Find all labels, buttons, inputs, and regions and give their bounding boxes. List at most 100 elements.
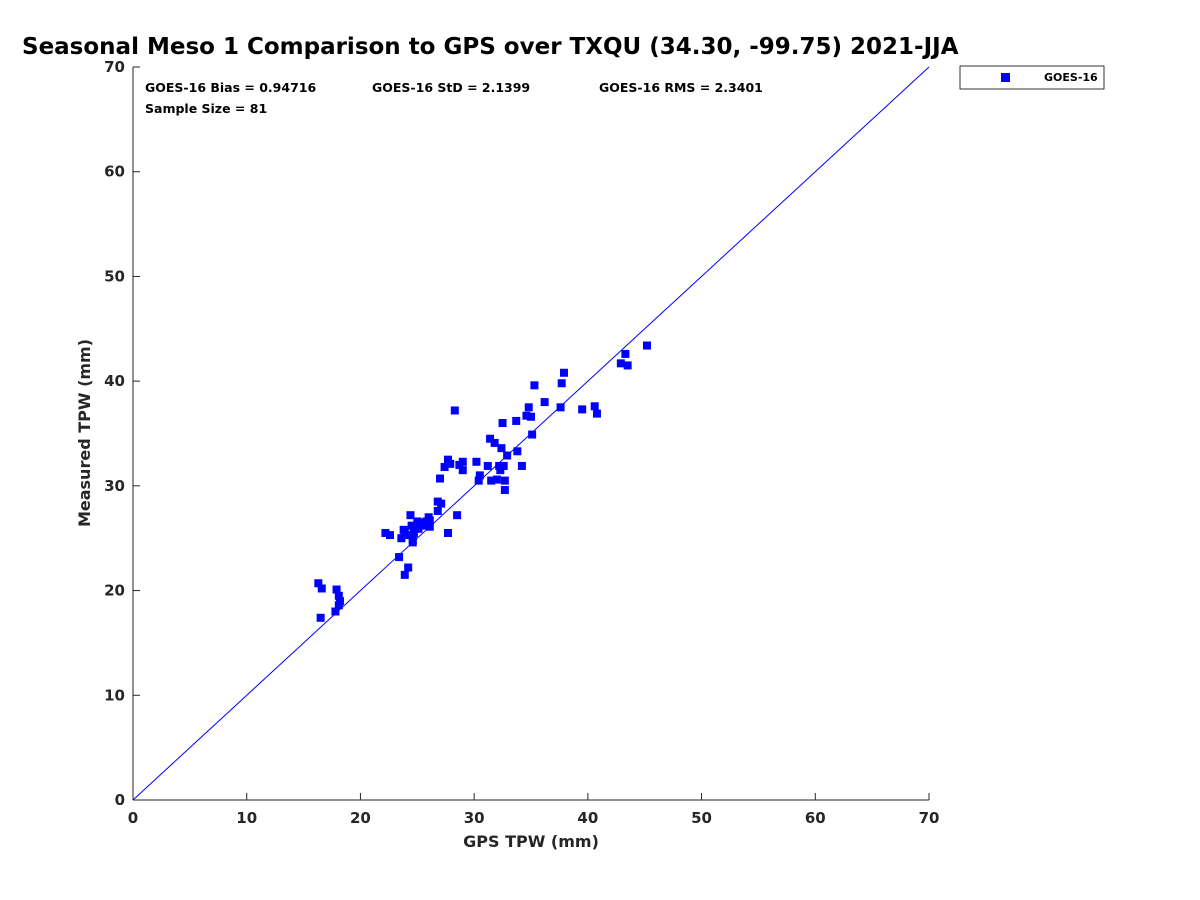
data-point <box>331 607 340 616</box>
data-point <box>425 516 434 525</box>
data-point <box>436 474 445 483</box>
data-point <box>540 398 549 407</box>
data-point <box>490 438 499 447</box>
data-point <box>616 359 625 368</box>
data-point <box>498 419 507 428</box>
data-point <box>437 499 446 508</box>
x-tick-label: 0 <box>128 809 138 827</box>
data-point <box>496 466 505 475</box>
data-point <box>590 402 599 411</box>
y-tick-label: 60 <box>104 163 125 181</box>
data-point <box>500 486 509 495</box>
data-point <box>332 585 341 594</box>
data-point <box>486 434 495 443</box>
data-point <box>334 601 343 610</box>
x-ticks: 0 10 20 30 40 50 60 70 <box>128 793 940 827</box>
data-point <box>316 613 325 622</box>
data-point <box>592 409 601 418</box>
data-point <box>522 411 531 420</box>
y-tick-label: 70 <box>104 58 125 76</box>
data-point <box>512 416 521 425</box>
data-point <box>495 461 504 470</box>
data-point <box>517 461 526 470</box>
data-point <box>414 524 423 533</box>
x-tick-label: 10 <box>236 809 257 827</box>
data-point <box>474 476 483 485</box>
data-point <box>487 476 496 485</box>
data-point <box>458 457 467 466</box>
data-point <box>400 527 409 536</box>
data-point <box>404 563 413 572</box>
y-tick-label: 0 <box>115 791 125 809</box>
y-ticks: 0 10 20 30 40 50 60 70 <box>104 58 140 809</box>
sample-size-stat: Sample Size = 81 <box>145 101 267 116</box>
legend-box <box>959 65 1105 90</box>
data-point <box>450 406 459 415</box>
std-stat: GOES-16 StD = 2.1399 <box>372 80 530 95</box>
data-point <box>335 597 344 606</box>
data-point <box>513 447 522 456</box>
y-tick-label: 40 <box>104 372 125 390</box>
data-point <box>557 379 566 388</box>
data-point <box>381 528 390 537</box>
data-point <box>524 403 533 412</box>
data-point <box>400 570 409 579</box>
data-point <box>317 584 326 593</box>
data-point <box>446 459 455 468</box>
data-points <box>314 341 651 622</box>
x-tick-label: 60 <box>805 809 826 827</box>
data-point <box>397 534 406 543</box>
data-point <box>395 553 404 562</box>
data-point <box>408 536 417 545</box>
data-point <box>621 349 630 358</box>
data-point <box>334 591 343 600</box>
data-point <box>314 579 323 588</box>
x-tick-label: 40 <box>577 809 598 827</box>
data-point <box>559 368 568 377</box>
data-point <box>530 381 539 390</box>
data-point <box>406 511 415 520</box>
data-point <box>497 444 506 453</box>
y-tick-label: 10 <box>104 686 125 704</box>
bias-stat: GOES-16 Bias = 0.94716 <box>145 80 316 95</box>
data-point <box>642 341 651 350</box>
data-point <box>420 521 429 530</box>
x-tick-label: 50 <box>691 809 712 827</box>
data-point <box>433 506 442 515</box>
data-point <box>528 430 537 439</box>
data-point <box>500 476 509 485</box>
x-tick-label: 70 <box>919 809 940 827</box>
data-point <box>424 520 433 529</box>
data-point <box>499 461 508 470</box>
data-point <box>458 466 467 475</box>
data-point <box>492 475 501 484</box>
y-tick-label: 30 <box>104 477 125 495</box>
x-tick-label: 20 <box>350 809 371 827</box>
data-point <box>578 405 587 414</box>
data-point <box>385 531 394 540</box>
y-tick-label: 50 <box>104 267 125 285</box>
y-axis-label: Measured TPW (mm) <box>75 339 94 527</box>
data-point <box>409 528 418 537</box>
data-point <box>503 451 512 460</box>
data-point <box>443 528 452 537</box>
data-point <box>415 520 424 529</box>
data-point <box>527 412 535 421</box>
x-axis-label: GPS TPW (mm) <box>463 832 599 851</box>
chart-title: Seasonal Meso 1 Comparison to GPS over T… <box>22 34 959 60</box>
x-tick-label: 30 <box>464 809 485 827</box>
data-point <box>475 471 484 480</box>
legend: GOES-16 <box>959 65 1105 90</box>
data-point <box>405 531 414 540</box>
rms-stat: GOES-16 RMS = 2.3401 <box>599 80 763 95</box>
data-point <box>556 403 565 412</box>
legend-marker <box>1001 73 1010 82</box>
data-point <box>623 361 632 370</box>
data-point <box>443 455 452 464</box>
data-point <box>453 511 462 520</box>
data-point <box>472 457 481 466</box>
data-point <box>483 461 492 470</box>
legend-label: GOES-16 <box>1044 71 1098 84</box>
y-tick-label: 20 <box>104 582 125 600</box>
